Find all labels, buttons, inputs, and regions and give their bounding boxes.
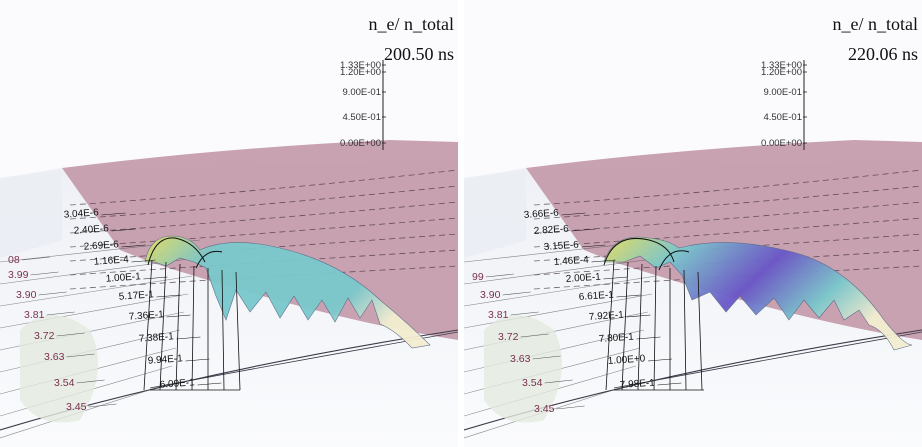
axis-tick-label: 0.00E+00 <box>761 138 802 149</box>
radial-label: 9.94E-1 <box>147 353 183 366</box>
radial-label: 7.92E-1 <box>588 310 624 323</box>
radial-label: 2.69E-6 <box>83 239 119 252</box>
radial-label: 7.98E-1 <box>619 378 655 391</box>
axis-tick-label: 1.33E+00 <box>340 60 381 71</box>
edge-label: 3.81 <box>488 309 509 321</box>
surface-plot: 1.33E+001.20E+00 9.00E-01 4.50E-01 0.00E+00… <box>0 60 458 447</box>
edge-label: 3.54 <box>54 377 75 389</box>
radial-label: 7.36E-1 <box>128 309 164 322</box>
radial-label: 3.04E-6 <box>63 207 99 220</box>
edge-label: 3.63 <box>44 351 65 363</box>
axis-tick-label: 4.50E-01 <box>342 112 381 123</box>
surface-plot: 1.33E+001.20E+00 9.00E-01 4.50E-01 0.00E+00… <box>464 60 922 447</box>
variable-label: n_e/ n_total <box>832 14 918 34</box>
radial-label: 7.38E-1 <box>138 331 174 344</box>
time-label: 220.06 ns <box>847 44 918 64</box>
edge-label: 3.90 <box>480 289 501 301</box>
time-label: 200.50 ns <box>383 44 454 64</box>
axis-tick-label: 4.50E-01 <box>763 112 802 123</box>
panel-right: 1.33E+00 1.20E+00 9.00E-01 4.50E-01 0.00E+00… <box>464 0 922 447</box>
edge-label: 3.72 <box>34 330 55 342</box>
radial-label: 5.17E-1 <box>118 289 154 302</box>
radial-label: 1.16E-4 <box>93 254 129 267</box>
radial-label: 2.82E-6 <box>533 224 569 237</box>
radial-label: 1.00E-1 <box>105 271 141 284</box>
edge-label: 3.45 <box>534 403 555 415</box>
panel-left: 1.33E+00 1.20E+00 9.00E-01 4.50E-01 0.00E+00… <box>0 0 458 447</box>
panel-divider <box>458 0 464 447</box>
radial-label: 1.46E-4 <box>553 255 589 268</box>
axis-tick-label: 0.00E+00 <box>340 138 381 149</box>
radial-label: 1.00E+0 <box>607 353 646 367</box>
density-surface <box>144 235 431 349</box>
radial-label: 3.15E-6 <box>543 240 579 253</box>
radial-label: 3.66E-6 <box>523 208 559 221</box>
axis-tick-label: 9.00E-01 <box>342 87 381 98</box>
edge-label: 3.45 <box>66 401 87 413</box>
edge-label: 3.72 <box>498 331 519 343</box>
variable-label: n_e/ n_total <box>368 14 454 34</box>
density-surface <box>603 236 913 351</box>
radial-label: 6.61E-1 <box>578 290 614 303</box>
edge-label: 3.81 <box>24 309 45 321</box>
radial-label: 7.80E-1 <box>598 332 634 345</box>
edge-label: 3.63 <box>510 353 531 365</box>
axis-tick-label: 1.20E+00 <box>340 67 381 78</box>
axis-tick-label: 1.33E+00 <box>761 60 802 71</box>
edge-label: 3.90 <box>16 289 37 301</box>
edge-label: 3.54 <box>522 377 543 389</box>
radial-label: 6.09E-1 <box>159 377 195 390</box>
axis-tick-label: 1.20E+00 <box>761 67 802 78</box>
edge-label: 08 <box>8 254 20 266</box>
radial-label: 2.00E-1 <box>565 272 601 285</box>
axis-tick-label: 9.00E-01 <box>763 87 802 98</box>
edge-label: 3.99 <box>8 269 29 281</box>
edge-label: 99 <box>472 271 484 283</box>
radial-label: 2.40E-6 <box>73 223 109 236</box>
